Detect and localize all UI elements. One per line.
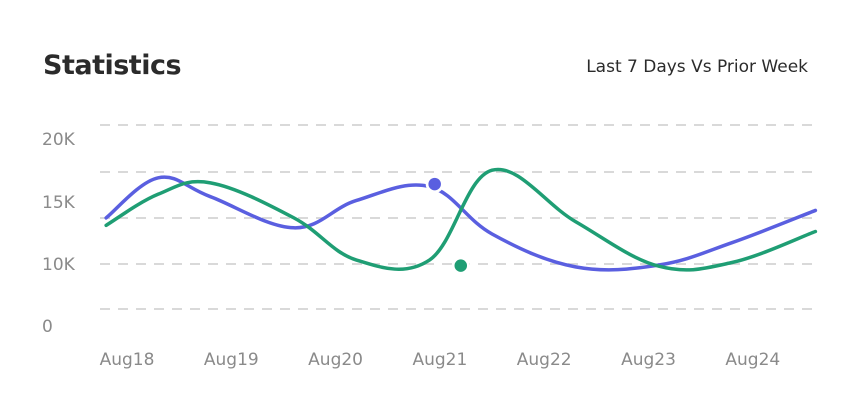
x-tick-label: Aug23 bbox=[621, 350, 676, 370]
x-tick-label: Aug24 bbox=[725, 350, 780, 370]
series-line-prior bbox=[104, 167, 818, 272]
highlight-point-current[interactable] bbox=[425, 175, 444, 193]
series-line-current bbox=[104, 175, 818, 272]
x-tick-label: Aug19 bbox=[204, 350, 259, 370]
y-tick-label: 15K bbox=[42, 193, 76, 213]
period-selector[interactable]: Last 7 Days Vs Prior Week bbox=[586, 57, 808, 77]
x-tick-label: Aug20 bbox=[308, 350, 363, 370]
x-tick-label: Aug21 bbox=[412, 350, 467, 370]
x-tick-label: Aug22 bbox=[517, 350, 572, 370]
y-tick-label: 20K bbox=[42, 130, 76, 150]
y-tick-label: 10K bbox=[42, 255, 76, 275]
y-tick-label: 0 bbox=[42, 317, 53, 337]
x-tick-label: Aug18 bbox=[100, 350, 155, 370]
chart-title: Statistics bbox=[43, 50, 182, 81]
highlight-point-prior[interactable] bbox=[452, 256, 470, 275]
